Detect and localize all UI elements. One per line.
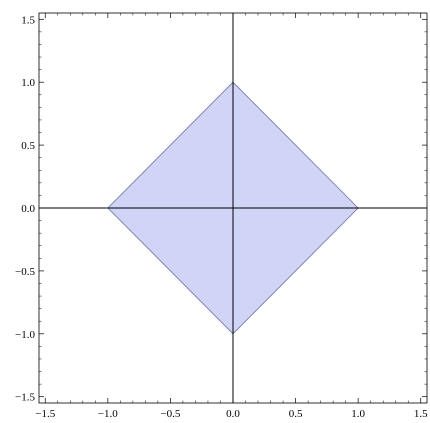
y-tick-label: −1.0 xyxy=(15,329,35,341)
x-tick-label: 1.0 xyxy=(351,408,365,420)
x-tick-label: 0.5 xyxy=(289,408,303,420)
y-tick-label: 1.5 xyxy=(21,14,35,26)
axes-layer xyxy=(39,13,427,403)
y-tick-label: 1.0 xyxy=(21,77,35,89)
x-tick-label: −1.5 xyxy=(35,408,55,420)
x-tick-label: −1.0 xyxy=(98,408,118,420)
x-tick-label: 1.5 xyxy=(414,408,428,420)
ticks-layer xyxy=(39,13,427,403)
y-tick-label: −1.5 xyxy=(15,392,35,404)
x-tick-label: −0.5 xyxy=(160,408,180,420)
tick-labels-layer: −1.5 −1.0 −0.5 0.0 0.5 1.0 1.5 1.5 1.0 0.5 0.0 −0.5… xyxy=(15,14,428,420)
y-tick-label: 0.5 xyxy=(21,140,35,152)
y-tick-label: −0.5 xyxy=(15,266,35,278)
y-tick-label: 0.0 xyxy=(21,203,35,215)
x-tick-label: 0.0 xyxy=(226,408,240,420)
